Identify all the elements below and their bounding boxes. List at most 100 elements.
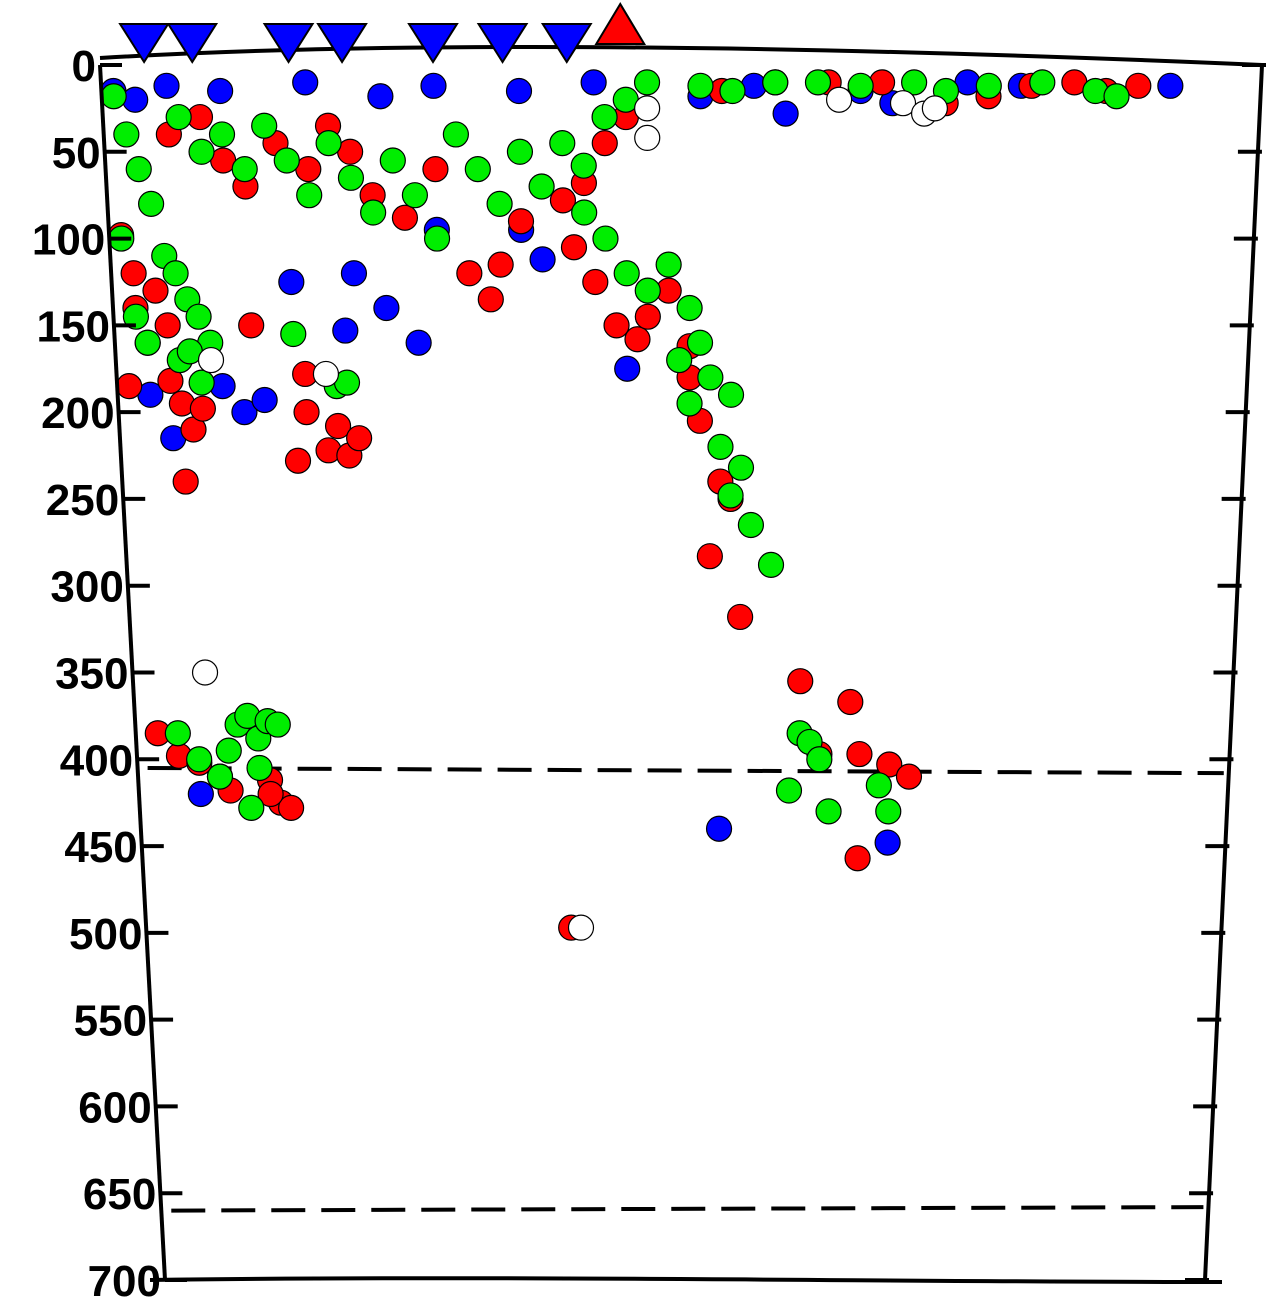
data-point (580, 69, 607, 96)
y-tick-label: 600 (78, 1083, 151, 1132)
data-point (138, 190, 165, 217)
data-point (815, 798, 842, 825)
y-tick-label: 350 (55, 650, 128, 699)
data-point (696, 543, 723, 570)
data-point (165, 103, 192, 131)
data-point (707, 433, 734, 460)
data-point (251, 112, 278, 139)
data-point (613, 260, 640, 287)
data-point (582, 268, 609, 296)
station-triangle-down (316, 23, 368, 64)
data-point (560, 234, 588, 261)
data-point (676, 390, 703, 417)
dashed-reference-line (171, 1205, 1204, 1213)
y-tick-label: 50 (52, 129, 101, 178)
data-point (666, 346, 693, 374)
data-point (505, 77, 533, 105)
data-point (806, 746, 833, 773)
data-point (727, 454, 755, 481)
data-point (1125, 72, 1152, 99)
data-point (1157, 72, 1184, 99)
data-point (876, 751, 903, 778)
data-point (757, 551, 785, 578)
data-point (401, 182, 429, 209)
data-point (676, 294, 703, 322)
data-point (238, 794, 265, 821)
data-point (634, 95, 661, 122)
station-triangle-down (118, 23, 170, 64)
data-point (591, 103, 618, 131)
data-point (373, 294, 400, 322)
data-point (423, 225, 451, 252)
data-point (296, 182, 323, 209)
data-point (191, 659, 219, 686)
data-point (134, 329, 161, 356)
data-point (477, 286, 504, 313)
station-triangle-down (540, 23, 593, 64)
data-point (825, 86, 853, 113)
data-points (100, 69, 1184, 941)
data-point (875, 798, 902, 825)
data-point (405, 329, 432, 356)
data-point (231, 156, 258, 183)
data-point (456, 260, 483, 287)
data-point (292, 69, 319, 96)
station-triangle-down (166, 23, 219, 64)
data-point (189, 395, 216, 422)
data-point (172, 468, 199, 495)
data-point (315, 130, 342, 157)
data-point (686, 329, 714, 356)
data-point (360, 199, 387, 226)
data-point (717, 482, 744, 509)
data-point (125, 156, 152, 183)
data-point (901, 69, 928, 96)
dashed-reference-line (147, 765, 1224, 776)
data-point (324, 412, 352, 440)
data-point (312, 360, 340, 388)
data-point (717, 381, 745, 408)
data-point (186, 746, 213, 773)
data-point (464, 156, 491, 183)
data-point (506, 138, 534, 165)
data-point (154, 312, 181, 339)
data-point (737, 511, 764, 539)
data-point (113, 121, 140, 148)
y-tick-label: 250 (46, 476, 119, 525)
data-point (868, 69, 896, 96)
data-point (507, 208, 535, 235)
data-point (1103, 83, 1130, 110)
data-point (624, 326, 651, 353)
data-point (207, 77, 234, 105)
data-point (100, 83, 127, 110)
data-point (340, 260, 368, 287)
data-point (719, 77, 746, 105)
data-point (847, 72, 874, 99)
y-tick-label: 700 (88, 1257, 161, 1306)
y-tick-label: 650 (83, 1170, 156, 1219)
data-point (591, 130, 618, 157)
bottom-axis-line (149, 1276, 1223, 1284)
data-point (187, 780, 214, 808)
data-point (197, 346, 225, 374)
data-point (837, 688, 864, 716)
data-point (921, 95, 948, 122)
data-point (975, 72, 1002, 99)
data-point (762, 69, 789, 96)
y-tick-label: 100 (32, 216, 105, 265)
data-point (865, 772, 892, 799)
data-point (273, 147, 300, 174)
data-point (529, 246, 556, 273)
data-point (697, 364, 724, 391)
data-point (895, 763, 923, 790)
station-markers (118, 2, 647, 64)
data-point (116, 373, 143, 400)
data-point (379, 147, 406, 174)
data-point (687, 72, 714, 99)
data-point (264, 711, 291, 738)
data-point (614, 355, 641, 382)
station-triangle-down (262, 23, 315, 64)
data-point (874, 829, 901, 856)
y-tick-label: 0 (72, 42, 96, 91)
data-point (215, 737, 242, 764)
